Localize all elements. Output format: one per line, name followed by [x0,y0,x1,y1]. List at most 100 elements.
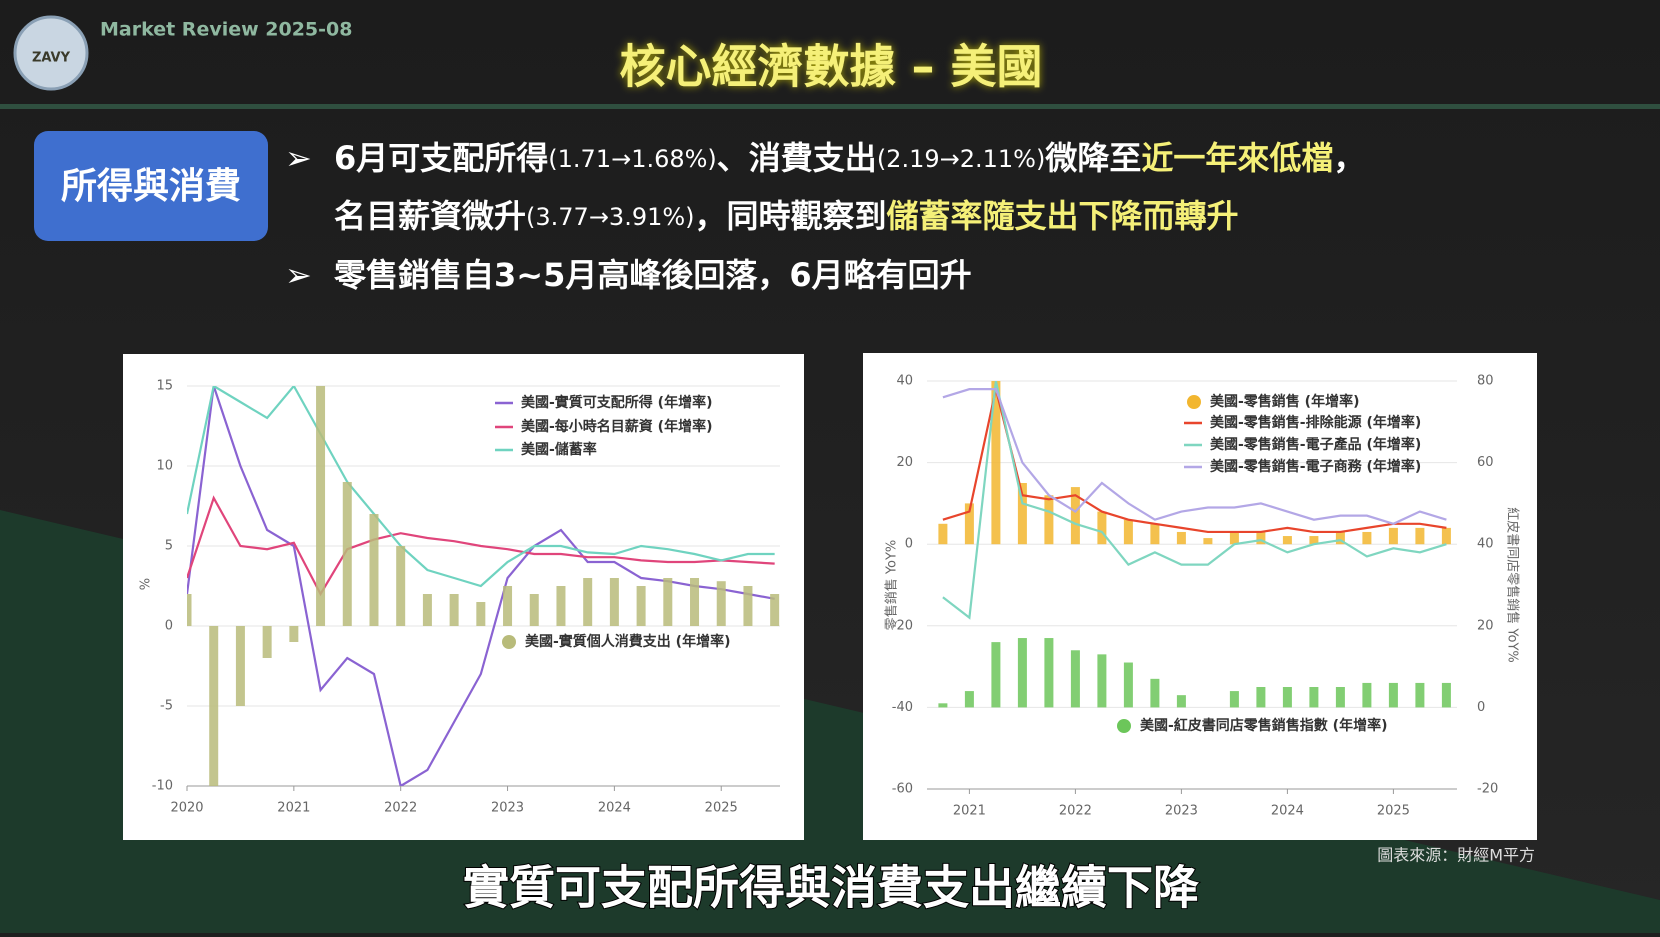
y-axis-label: 零售銷售 YoY% [884,540,900,631]
bar [1017,638,1027,708]
bar [449,594,459,626]
x-tick-label: 2022 [1059,804,1092,819]
y-tick-label: 5 [165,539,173,554]
bar [422,594,432,626]
legend-label: 美國-儲蓄率 [521,441,597,458]
x-tick-label: 2021 [277,801,310,816]
bar [663,578,673,626]
bar [716,581,726,626]
bar [1362,531,1372,545]
plot [187,386,780,786]
text: ，同時觀察到 [695,197,887,235]
bar [316,386,326,626]
y-tick-label: -60 [892,782,913,797]
bar [289,626,299,642]
text: (2.19→2.11%) [877,145,1046,173]
y-tick-label: -10 [152,779,173,794]
line [942,381,1447,620]
bar [1362,682,1372,708]
bar [1441,682,1451,708]
legend-label: 美國-實質個人消費支出 (年增率) [525,633,730,650]
line [187,386,775,786]
bar [1070,487,1080,545]
bar [529,594,539,626]
bullet-icon: ➢ [285,139,312,177]
bar [1282,536,1292,545]
bar [1176,531,1186,545]
bar [636,586,646,626]
bar [209,626,219,786]
bar [396,546,406,626]
y-tick-label: 0 [905,537,913,552]
bar [1388,682,1398,708]
bar [938,523,948,545]
bar [1150,678,1160,708]
bar [1441,527,1451,545]
caption: 實質可支配所得與消費支出繼續下降 [463,861,1199,915]
text: (3.77→3.91%) [526,203,695,231]
text: ， [1333,139,1365,177]
bar [1415,682,1425,708]
bar [1256,687,1266,708]
bar [1044,495,1054,545]
source: 圖表來源：財經M平方 [1377,846,1535,865]
bar [1388,527,1398,545]
bar [1415,527,1425,545]
tag: 所得與消費 [61,166,241,207]
line [187,495,775,597]
bar [770,594,780,626]
bar [1097,511,1107,545]
bar [1203,538,1213,545]
x-tick-label: 2024 [598,801,631,816]
y2-tick-label: -20 [1477,782,1498,797]
x-tick-label: 2025 [705,801,738,816]
legend-label: 美國-零售銷售 (年增率) [1210,393,1359,410]
bar [1123,662,1133,708]
bar [1123,519,1133,545]
legend-marker [502,635,516,649]
bar [342,482,352,626]
bar [369,514,379,626]
y-tick-label: 40 [896,374,913,389]
bullets: ➢ 6月可支配所得(1.71→1.68%)、消費支出(2.19→2.11%)微降… [285,139,1365,294]
y-tick-label: -20 [892,618,913,633]
x-tick-label: 2023 [491,801,524,816]
legend-label: 美國-零售銷售-電子商務 (年增率) [1210,458,1421,475]
slide-title: 核心經濟數據 – 美國 [619,40,1042,94]
bar [1097,654,1107,708]
y2-tick-label: 0 [1477,700,1485,715]
bar [1150,523,1160,545]
legend-label: 美國-零售銷售-電子產品 (年增率) [1210,436,1421,453]
y2-tick-label: 60 [1477,455,1494,470]
logo [13,15,89,91]
text: 6月可支配所得 [334,139,548,177]
legend-marker [1117,719,1131,733]
bullet-icon: ➢ [285,256,312,294]
tag-box [34,131,268,241]
bar [964,691,974,708]
y-tick-label: 0 [165,619,173,634]
text: 、消費支出 [717,139,877,177]
y-tick-label: 20 [896,455,913,470]
y-tick-label: -40 [892,700,913,715]
chart-panel [863,353,1537,840]
bar [1309,687,1319,708]
bar [991,381,1001,545]
bar [938,703,948,708]
bar [476,602,486,626]
bar [1229,691,1239,708]
bar [1335,687,1345,708]
legend-label: 美國-零售銷售-排除能源 (年增率) [1210,414,1421,431]
y2-tick-label: 40 [1477,537,1494,552]
x-tick-label: 2022 [384,801,417,816]
bullet-line: 零售銷售自3~5月高峰後回落，6月略有回升 [334,256,972,294]
highlight: 近一年來低檔 [1141,139,1333,177]
bar [1044,638,1054,708]
x-tick-label: 2020 [170,801,203,816]
line [942,388,1447,525]
legend-label: 美國-紅皮書同店零售銷售指數 (年增率) [1140,717,1387,734]
bar [503,586,513,626]
bar [1017,483,1027,545]
text: 微降至 [1044,139,1141,177]
